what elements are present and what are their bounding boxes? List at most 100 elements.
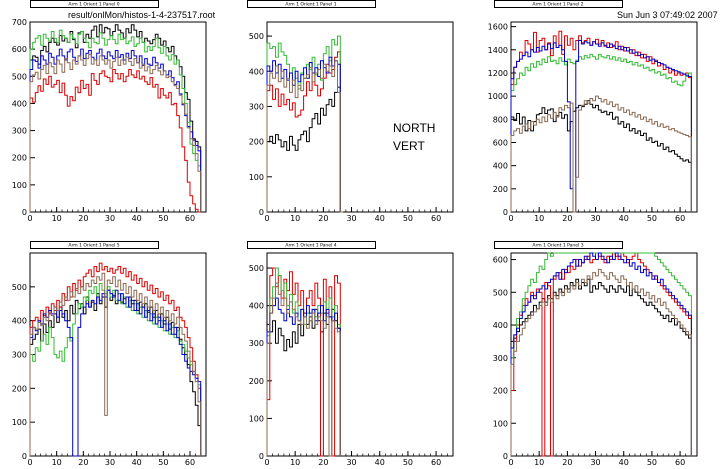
series-brown <box>266 60 344 213</box>
x-tick-label: 40 <box>132 458 142 467</box>
pad-title-box <box>247 0 376 8</box>
x-tick-label: 60 <box>675 214 685 223</box>
pad-title-box <box>494 241 623 249</box>
series-brown <box>29 272 202 456</box>
y-tick-label: 200 <box>249 377 264 386</box>
timestamp: Sun Jun 3 07:49:02 2007 <box>617 10 718 20</box>
pad-4: Arm 1 Orient 1 Panel 4 0 10 20 30 40 50 60 0 100 2… <box>247 241 454 467</box>
pad-1: Arm 1 Orient 1 Panel 1 0 10 20 30 40 50 60 0 100 2… <box>247 0 454 223</box>
x-tick-label: 40 <box>619 458 629 467</box>
x-tick-label: 10 <box>52 214 62 223</box>
x-tick-label: 0 <box>508 214 513 223</box>
pad-title: Arm 1 Orient 1 Panel 5 <box>68 243 119 249</box>
x-tick-label: 60 <box>431 214 441 223</box>
pad-3: Arm 1 Orient 1 Panel 5 0 10 20 30 40 50 60 0 100 2… <box>12 241 207 467</box>
y-tick-label: 500 <box>493 288 508 297</box>
y-tick-label: 100 <box>493 419 508 428</box>
pad-title-box <box>494 0 623 8</box>
y-tick-label: 0 <box>503 452 508 461</box>
x-tick-label: 30 <box>105 214 115 223</box>
y-tick-label: 100 <box>249 173 264 182</box>
y-tick-label: 800 <box>493 115 508 124</box>
y-tick-label: 100 <box>12 418 27 427</box>
x-tick-label: 10 <box>534 214 544 223</box>
x-tick-label: 10 <box>52 458 62 467</box>
y-tick-label: 300 <box>493 354 508 363</box>
x-tick-label: 0 <box>264 458 269 467</box>
x-tick-label: 0 <box>27 214 32 223</box>
series-blue <box>510 40 692 213</box>
x-tick-label: 0 <box>508 458 513 467</box>
x-tick-label: 30 <box>346 214 356 223</box>
x-tick-label: 10 <box>534 458 544 467</box>
x-tick-label: 40 <box>619 214 629 223</box>
x-tick-label: 0 <box>27 458 32 467</box>
pad-title: Arm 1 Orient 1 Panel 0 <box>68 2 119 8</box>
y-tick-label: 1200 <box>488 69 508 78</box>
series-brown <box>510 95 692 213</box>
pad-0: Arm 1 Orient 1 Panel 00 10 20 30 40 50 6001002… <box>12 0 207 223</box>
series-green <box>510 53 692 212</box>
y-tick-label: 400 <box>12 317 27 326</box>
pad-title: Arm 1 Orient 1 Panel 1 <box>285 2 336 8</box>
x-tick-label: 60 <box>185 458 195 467</box>
annotation-vert: VERT <box>393 139 425 153</box>
x-tick-label: 50 <box>158 458 168 467</box>
series-blue <box>266 297 341 456</box>
series-blue <box>29 289 202 457</box>
y-tick-label: 500 <box>12 72 27 81</box>
series-blue <box>29 48 202 212</box>
y-tick-label: 0 <box>22 208 27 217</box>
x-tick-label: 50 <box>403 214 413 223</box>
x-tick-label: 50 <box>647 214 657 223</box>
y-tick-label: 200 <box>12 384 27 393</box>
y-tick-label: 200 <box>493 387 508 396</box>
x-tick-label: 30 <box>105 458 115 467</box>
y-tick-label: 400 <box>249 302 264 311</box>
x-tick-label: 60 <box>185 214 195 223</box>
y-tick-label: 200 <box>249 138 264 147</box>
pad-5: Arm 1 Orient 1 Panel 30 10 20 30 40 50 6001002… <box>493 241 698 467</box>
y-tick-label: 700 <box>12 18 27 27</box>
y-tick-label: 500 <box>12 283 27 292</box>
pad-title-box <box>247 241 376 249</box>
file-label: result/onlMon/histos-1-4-237517.root <box>68 10 216 20</box>
series-black <box>29 289 202 456</box>
y-tick-label: 300 <box>12 127 27 136</box>
series-brown <box>510 268 692 456</box>
plot-frame <box>510 252 698 457</box>
y-tick-label: 100 <box>249 414 264 423</box>
series-black <box>266 86 344 213</box>
series-green <box>29 283 202 456</box>
x-tick-label: 20 <box>78 214 88 223</box>
y-tick-label: 0 <box>22 452 27 461</box>
x-tick-label: 50 <box>158 214 168 223</box>
y-tick-label: 400 <box>249 67 264 76</box>
y-tick-label: 500 <box>249 32 264 41</box>
y-tick-label: 100 <box>12 181 27 190</box>
y-tick-label: 600 <box>12 45 27 54</box>
series-black <box>510 100 692 212</box>
y-tick-label: 0 <box>259 208 264 217</box>
x-tick-label: 50 <box>403 458 413 467</box>
x-tick-label: 20 <box>78 458 88 467</box>
y-tick-label: 200 <box>493 185 508 194</box>
y-tick-label: 1400 <box>488 46 508 55</box>
x-tick-label: 20 <box>562 458 572 467</box>
x-tick-label: 20 <box>562 214 572 223</box>
pad-group: Arm 1 Orient 1 Panel 00 10 20 30 40 50 6001002… <box>12 0 698 467</box>
y-tick-label: 400 <box>493 321 508 330</box>
series-black <box>29 24 202 212</box>
series-brown <box>266 282 341 457</box>
pad-title: Arm 1 Orient 1 Panel 4 <box>285 243 336 249</box>
x-tick-label: 0 <box>264 214 269 223</box>
y-tick-label: 1000 <box>488 92 508 101</box>
x-tick-label: 40 <box>132 214 142 223</box>
series-brown <box>29 54 202 212</box>
y-tick-label: 0 <box>259 452 264 461</box>
y-tick-label: 400 <box>493 162 508 171</box>
x-tick-label: 10 <box>290 214 300 223</box>
x-tick-label: 60 <box>675 458 685 467</box>
pad-title-box <box>30 0 159 8</box>
series-green <box>29 29 202 212</box>
